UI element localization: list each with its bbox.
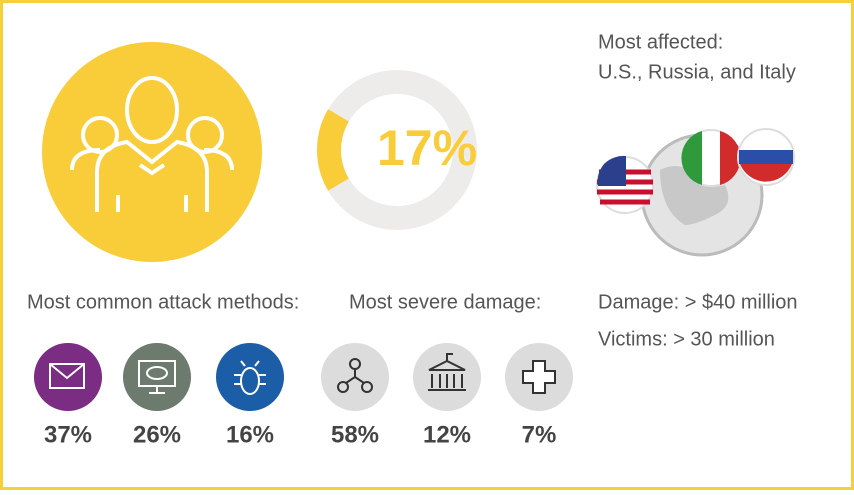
method-percent: 26% xyxy=(133,421,181,448)
donut-segment xyxy=(317,109,350,191)
method-percent: 16% xyxy=(226,421,274,448)
donut-label: 17% xyxy=(377,120,477,176)
people-icon xyxy=(42,42,262,262)
stat-damage: Damage: > $40 million xyxy=(598,291,798,313)
icon-network xyxy=(321,343,389,411)
method-percent: 37% xyxy=(44,421,92,448)
stat-victims: Victims: > 30 million xyxy=(598,328,775,350)
icon-bank xyxy=(413,343,481,411)
affected-countries: U.S., Russia, and Italy xyxy=(598,61,796,83)
damage-percent: 12% xyxy=(423,421,471,448)
methods-title: Most common attack methods: xyxy=(27,291,299,313)
affected-title: Most affected: xyxy=(598,31,723,53)
damage-percent: 7% xyxy=(522,421,557,448)
damage-title: Most severe damage: xyxy=(349,291,541,313)
icon-bug xyxy=(216,343,284,411)
damage-percent: 58% xyxy=(331,421,379,448)
globe-flags xyxy=(596,128,795,257)
icon-monitor xyxy=(123,343,191,411)
icon-email xyxy=(34,343,102,411)
icon-cross xyxy=(505,343,573,411)
